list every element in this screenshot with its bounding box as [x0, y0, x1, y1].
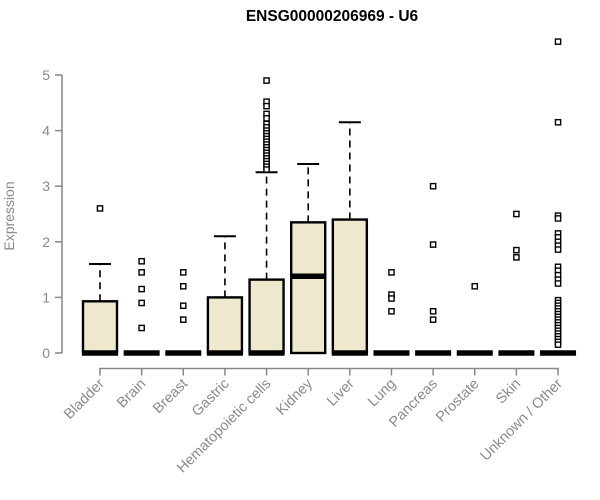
outlier-pancreas: [429, 316, 437, 323]
x-category-label: Breast: [150, 376, 191, 417]
x-category-label: Skin: [493, 376, 524, 407]
outlier-brain: [138, 269, 145, 276]
outlier-unknown-other: [554, 215, 562, 222]
y-tick-label: 0: [42, 345, 50, 361]
outlier-unknown-other: [554, 280, 562, 287]
outlier-breast: [179, 269, 187, 276]
outlier-breast: [179, 302, 187, 310]
outlier-skin: [513, 246, 520, 254]
outlier-unknown-other: [554, 118, 562, 126]
y-tick-label: 4: [42, 123, 50, 139]
box-hematopoietic-cells: [248, 278, 285, 355]
y-tick-label: 5: [42, 67, 50, 83]
outlier-lung: [388, 269, 395, 276]
box-gastric: [206, 296, 244, 355]
outlier-skin: [513, 210, 520, 218]
outlier-breast: [179, 282, 187, 290]
x-category-label: Lung: [365, 376, 399, 410]
x-category-label: Bladder: [61, 376, 108, 423]
box-bladder: [81, 300, 119, 355]
outlier-brain: [138, 257, 145, 265]
outlier-breast: [179, 316, 187, 323]
outlier-hematopoietic-cells: [263, 102, 270, 110]
x-category-label: Brain: [114, 376, 149, 411]
outlier-unknown-other: [554, 38, 562, 45]
x-category-label: Liver: [324, 376, 358, 410]
x-category-label: Kidney: [273, 375, 316, 418]
outlier-pancreas: [429, 241, 437, 248]
outlier-unknown-other: [554, 341, 562, 348]
outlier-lung: [388, 295, 395, 302]
outlier-prostate: [471, 282, 479, 290]
y-axis-label: Expression: [1, 181, 17, 250]
outlier-brain: [138, 324, 145, 332]
outlier-lung: [388, 308, 395, 315]
chart-title: ENSG00000206969 - U6: [246, 8, 419, 25]
box-kidney: [290, 221, 327, 355]
outlier-unknown-other: [554, 246, 562, 253]
outlier-hematopoietic-cells: [263, 166, 270, 173]
outlier-pancreas: [429, 308, 437, 315]
y-tick-label: 1: [42, 289, 50, 305]
outlier-skin: [513, 254, 520, 261]
outlier-brain: [138, 285, 145, 293]
y-tick-label: 3: [42, 178, 50, 194]
y-tick-label: 2: [42, 234, 50, 250]
outlier-bladder: [96, 205, 104, 212]
outlier-hematopoietic-cells: [263, 115, 270, 122]
outlier-hematopoietic-cells: [263, 77, 270, 84]
x-category-label: Prostate: [433, 376, 482, 425]
outlier-brain: [138, 299, 145, 307]
outlier-pancreas: [429, 182, 437, 190]
box-liver: [331, 218, 369, 355]
